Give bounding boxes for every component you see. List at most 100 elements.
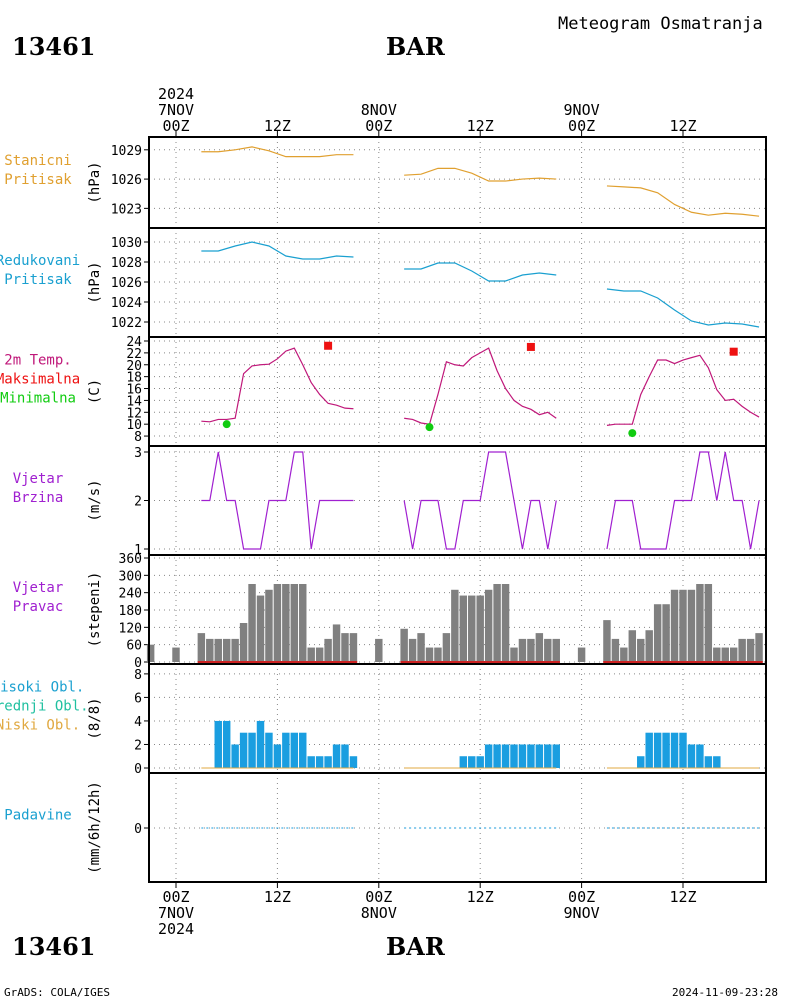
y-tick-label: 2 bbox=[134, 738, 142, 753]
bar bbox=[738, 638, 746, 662]
bar bbox=[713, 756, 721, 768]
series-line bbox=[404, 262, 557, 282]
y-tick-label: 300 bbox=[119, 569, 142, 584]
tmax-marker bbox=[324, 341, 333, 350]
tmin-marker bbox=[425, 423, 434, 432]
bar bbox=[222, 638, 231, 662]
bar bbox=[206, 638, 214, 662]
footer-timestamp: 2024-11-09-23:28 bbox=[672, 986, 778, 999]
bar bbox=[721, 647, 729, 662]
bar bbox=[222, 720, 231, 768]
bar bbox=[315, 647, 324, 662]
y-tick-label: 60 bbox=[126, 639, 142, 654]
y-tick-label: 1022 bbox=[111, 316, 142, 331]
time-label-top: 12Z bbox=[669, 117, 696, 135]
bar bbox=[324, 756, 332, 768]
bar bbox=[670, 589, 679, 662]
panel-label: Pritisak bbox=[4, 272, 72, 288]
y-axis-label: (mm/6h/12h) bbox=[87, 781, 103, 874]
y-tick-label: 1029 bbox=[111, 144, 142, 159]
y-tick-label: 0 bbox=[134, 656, 142, 671]
bar bbox=[375, 638, 383, 662]
time-label-bottom: 12Z bbox=[467, 888, 494, 906]
panel-frame bbox=[148, 336, 767, 447]
series-line bbox=[201, 146, 354, 158]
time-label-bottom: 12Z bbox=[264, 888, 291, 906]
bar bbox=[755, 633, 763, 662]
time-label-bottom: 12Z bbox=[669, 888, 696, 906]
panel-label: Srednji Obl. bbox=[0, 699, 89, 715]
bar bbox=[662, 732, 670, 768]
bar bbox=[645, 630, 653, 662]
bar bbox=[544, 638, 552, 662]
y-tick-label: 24 bbox=[126, 335, 142, 350]
bar bbox=[704, 756, 713, 768]
y-tick-label: 240 bbox=[119, 587, 142, 602]
y-tick-label: 3 bbox=[134, 446, 142, 461]
bar bbox=[484, 589, 493, 662]
bar bbox=[535, 633, 544, 662]
y-axis-label: (hPa) bbox=[87, 261, 103, 303]
y-axis-label: (m/s) bbox=[87, 479, 103, 521]
time-label-top: 00Z bbox=[162, 117, 189, 135]
time-label-top: 2024 bbox=[158, 85, 194, 103]
bar bbox=[527, 638, 535, 662]
bar bbox=[510, 647, 518, 662]
y-tick-label: 0 bbox=[134, 762, 142, 777]
bar bbox=[324, 638, 332, 662]
bar bbox=[704, 584, 713, 662]
series-line bbox=[201, 451, 354, 550]
series-line bbox=[606, 354, 760, 426]
bar bbox=[518, 638, 527, 662]
bar bbox=[696, 584, 704, 662]
bar bbox=[341, 633, 349, 662]
bar bbox=[611, 638, 620, 662]
series-line bbox=[606, 185, 760, 217]
bar bbox=[248, 584, 256, 662]
panel-label: Pravac bbox=[13, 599, 64, 615]
y-tick-label: 16 bbox=[126, 383, 142, 398]
time-label-top: 7NOV bbox=[158, 101, 194, 119]
y-tick-label: 8 bbox=[134, 668, 142, 683]
y-tick-label: 1026 bbox=[111, 173, 142, 188]
station-name-top: BAR bbox=[386, 32, 445, 61]
bar bbox=[535, 744, 544, 768]
bar bbox=[273, 584, 282, 662]
bar bbox=[146, 644, 155, 662]
bar bbox=[273, 744, 282, 768]
y-tick-label: 6 bbox=[134, 691, 142, 706]
bar bbox=[501, 744, 510, 768]
bar bbox=[468, 595, 476, 662]
y-tick-label: 0 bbox=[134, 822, 142, 837]
bar bbox=[332, 744, 341, 768]
bar bbox=[620, 647, 628, 662]
panel-label: Brzina bbox=[13, 490, 64, 506]
bar bbox=[172, 647, 180, 662]
y-tick-label: 12 bbox=[126, 406, 142, 421]
bar bbox=[484, 744, 493, 768]
bar bbox=[653, 732, 662, 768]
bar bbox=[510, 744, 518, 768]
y-tick-label: 8 bbox=[134, 430, 142, 445]
bar bbox=[653, 604, 662, 662]
bar bbox=[544, 744, 552, 768]
bar bbox=[518, 744, 527, 768]
series-line bbox=[606, 451, 760, 550]
bar bbox=[290, 732, 299, 768]
series-line bbox=[201, 241, 354, 260]
bar bbox=[493, 584, 501, 662]
time-label-top: 12Z bbox=[467, 117, 494, 135]
station-name-bottom: BAR bbox=[386, 932, 445, 961]
y-tick-label: 1028 bbox=[111, 256, 142, 271]
y-tick-label: 1030 bbox=[111, 236, 142, 251]
bar bbox=[552, 744, 560, 768]
y-tick-label: 22 bbox=[126, 347, 142, 362]
y-axis-label: (C) bbox=[87, 379, 103, 404]
bar bbox=[451, 589, 459, 662]
bar bbox=[256, 595, 265, 662]
bar bbox=[299, 732, 307, 768]
bar bbox=[400, 628, 408, 662]
time-label-top: 8NOV bbox=[361, 101, 397, 119]
time-label-bottom: 9NOV bbox=[564, 904, 600, 922]
